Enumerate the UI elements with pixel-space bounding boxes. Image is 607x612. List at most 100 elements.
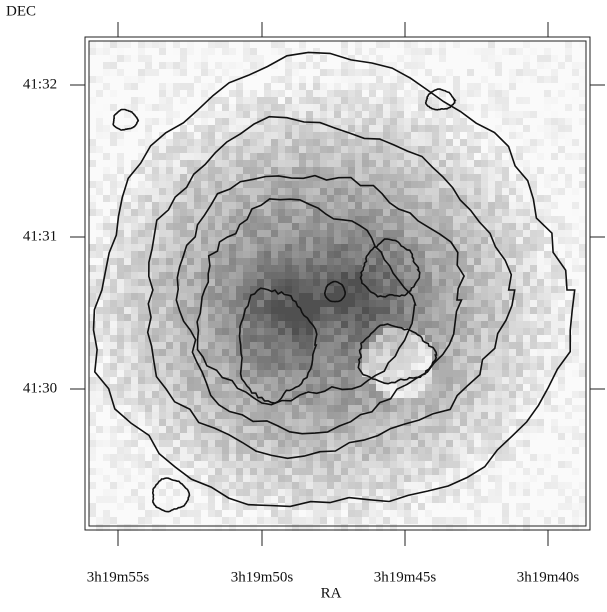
pixel [551, 153, 558, 160]
pixel [341, 517, 348, 524]
pixel [236, 62, 243, 69]
pixel [250, 300, 257, 307]
pixel [187, 83, 194, 90]
pixel [467, 286, 474, 293]
pixel [131, 279, 138, 286]
pixel [341, 139, 348, 146]
pixel [481, 62, 488, 69]
pixel [103, 181, 110, 188]
pixel [292, 244, 299, 251]
pixel [313, 125, 320, 132]
pixel [481, 412, 488, 419]
pixel [509, 258, 516, 265]
pixel [579, 55, 586, 62]
pixel [544, 475, 551, 482]
pixel [488, 104, 495, 111]
pixel [320, 251, 327, 258]
pixel [292, 202, 299, 209]
pixel [285, 146, 292, 153]
pixel [124, 335, 131, 342]
pixel [236, 258, 243, 265]
pixel [467, 62, 474, 69]
pixel [124, 370, 131, 377]
pixel [327, 167, 334, 174]
pixel [530, 328, 537, 335]
pixel [208, 405, 215, 412]
pixel [124, 321, 131, 328]
pixel [131, 293, 138, 300]
pixel [376, 160, 383, 167]
pixel [131, 153, 138, 160]
pixel [453, 363, 460, 370]
pixel [117, 475, 124, 482]
pixel [299, 90, 306, 97]
pixel [222, 363, 229, 370]
pixel [103, 97, 110, 104]
pixel [306, 482, 313, 489]
pixel [271, 405, 278, 412]
pixel [96, 90, 103, 97]
pixel [390, 412, 397, 419]
pixel [467, 363, 474, 370]
pixel [432, 209, 439, 216]
pixel [124, 167, 131, 174]
pixel [425, 181, 432, 188]
pixel [355, 188, 362, 195]
pixel [488, 76, 495, 83]
pixel [474, 76, 481, 83]
pixel [327, 90, 334, 97]
pixel [138, 111, 145, 118]
pixel [187, 90, 194, 97]
pixel [537, 76, 544, 83]
pixel [152, 174, 159, 181]
pixel [481, 433, 488, 440]
pixel [208, 188, 215, 195]
pixel [117, 447, 124, 454]
pixel [257, 223, 264, 230]
pixel [572, 398, 579, 405]
pixel [425, 286, 432, 293]
pixel [432, 62, 439, 69]
pixel [348, 230, 355, 237]
pixel [565, 384, 572, 391]
pixel [222, 62, 229, 69]
pixel [544, 237, 551, 244]
pixel [264, 90, 271, 97]
pixel [264, 517, 271, 524]
pixel [537, 321, 544, 328]
pixel [390, 48, 397, 55]
pixel [418, 111, 425, 118]
pixel [313, 510, 320, 517]
pixel [537, 272, 544, 279]
pixel [89, 69, 96, 76]
pixel [327, 398, 334, 405]
pixel [369, 160, 376, 167]
pixel [509, 125, 516, 132]
pixel [418, 174, 425, 181]
pixel [404, 83, 411, 90]
pixel [173, 244, 180, 251]
pixel [180, 370, 187, 377]
pixel [551, 90, 558, 97]
pixel [558, 132, 565, 139]
pixel [306, 76, 313, 83]
pixel [418, 146, 425, 153]
pixel [418, 202, 425, 209]
pixel [523, 76, 530, 83]
pixel [404, 223, 411, 230]
pixel [390, 125, 397, 132]
pixel [572, 244, 579, 251]
pixel [194, 426, 201, 433]
pixel [439, 286, 446, 293]
pixel [558, 62, 565, 69]
pixel [418, 503, 425, 510]
pixel [159, 160, 166, 167]
pixel [292, 335, 299, 342]
pixel [467, 230, 474, 237]
pixel [355, 76, 362, 83]
pixel [460, 377, 467, 384]
pixel [418, 426, 425, 433]
pixel [131, 356, 138, 363]
pixel [460, 146, 467, 153]
pixel [397, 216, 404, 223]
